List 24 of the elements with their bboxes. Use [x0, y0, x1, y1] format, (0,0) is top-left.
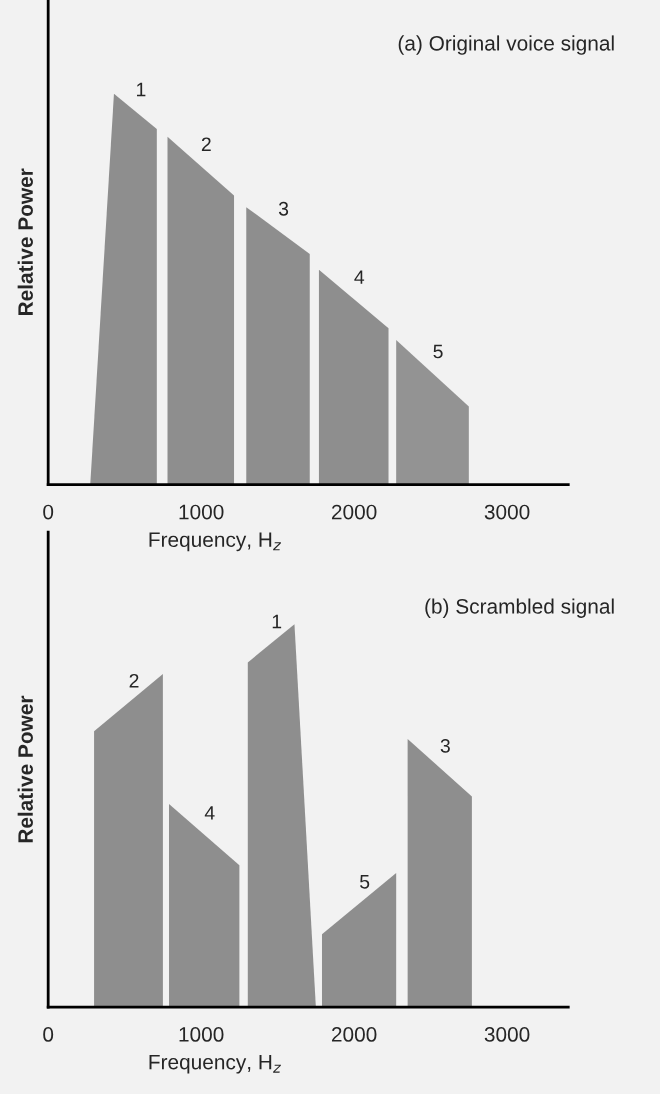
series-label: 5	[433, 344, 443, 359]
x-tick-label: 2000	[331, 504, 377, 520]
y-axis-title: Relative Power	[17, 168, 33, 316]
chart-title: (b) Scrambled signal	[425, 598, 614, 618]
x-tick-label: 3000	[484, 1027, 530, 1042]
x-tick-label: 0	[43, 1027, 54, 1042]
series-label: 2	[129, 673, 139, 688]
x-axis-title: Frequency, H$_{z}$	[149, 532, 281, 552]
series-label: 1	[137, 82, 146, 97]
x-tick-label: 3000	[484, 504, 530, 520]
x-tick-label: 0	[43, 504, 54, 520]
x-axis-title: Frequency, H$_{z}$	[149, 1054, 281, 1074]
y-axis-title: Relative Power	[17, 695, 33, 843]
chart-title: (a) Original voice signal	[398, 35, 614, 55]
series-label: 1	[272, 614, 282, 629]
series-label: 4	[354, 270, 365, 284]
series-label: 2	[201, 137, 211, 151]
series-label: 3	[278, 201, 289, 216]
x-tick-label: 2000	[331, 1027, 377, 1042]
series-label: 5	[360, 875, 370, 889]
series-label: 4	[204, 806, 215, 820]
x-tick-label: 1000	[179, 504, 224, 520]
series-label: 3	[440, 738, 450, 753]
x-tick-label: 1000	[179, 1027, 224, 1042]
